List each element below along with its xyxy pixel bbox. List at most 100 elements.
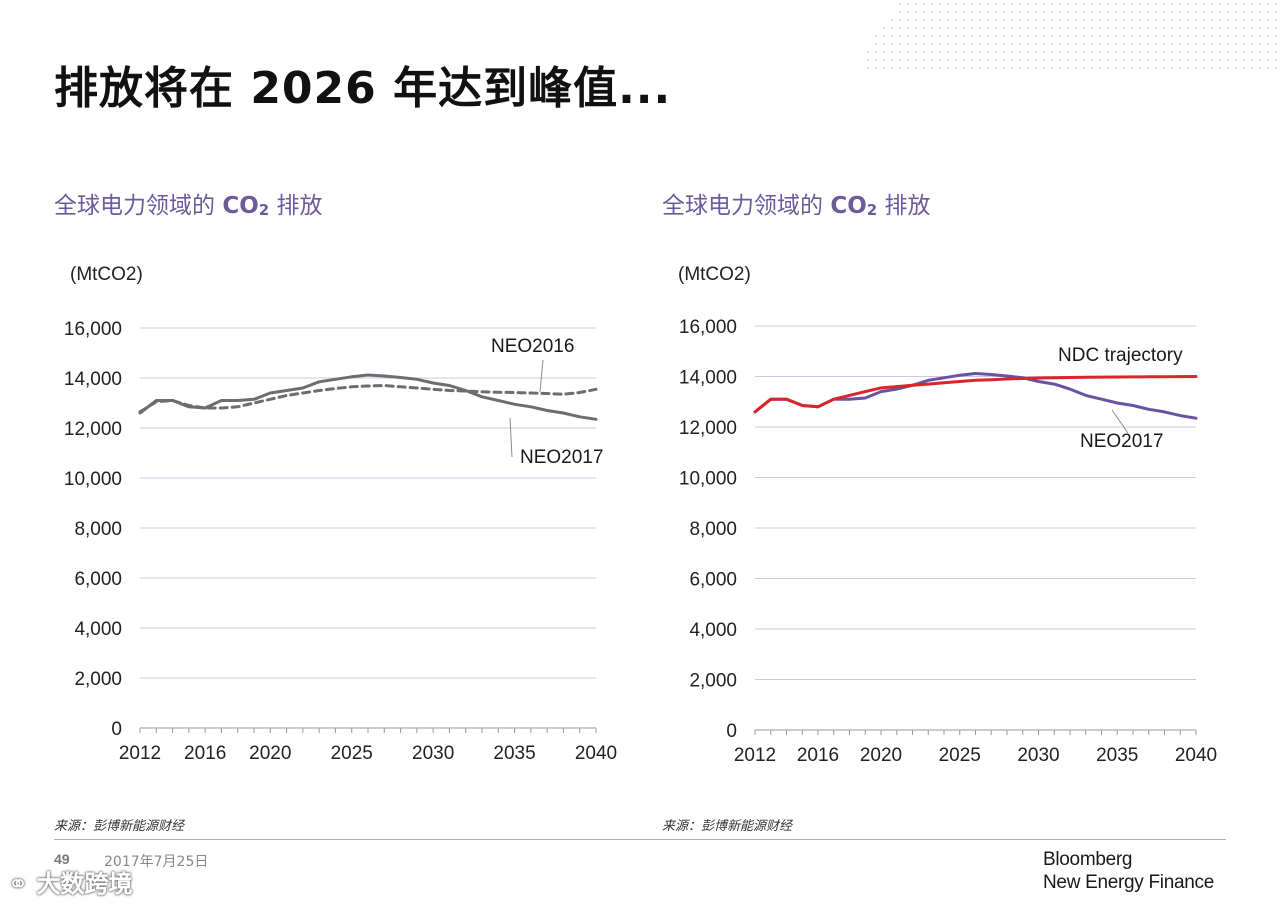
decor-dot [979,19,981,21]
y-tick-label: 8,000 [74,519,122,540]
decor-dot [883,59,885,61]
y-tick-label: 4,000 [74,619,122,640]
decor-dot [1251,11,1253,13]
decor-dot [1027,35,1029,37]
decor-dot [891,43,893,45]
y-tick-label: 14,000 [64,369,122,390]
decor-dot [1051,59,1053,61]
decor-dot [1251,43,1253,45]
decor-dot [1083,43,1085,45]
decor-dot [1235,51,1237,53]
decor-dot [1083,19,1085,21]
decor-dot [1019,3,1021,5]
decor-dot [1275,11,1277,13]
decor-dot [1163,11,1165,13]
left-chart-title: 全球电力领域的 CO2 排放 [54,193,323,219]
decor-dot [1163,35,1165,37]
decor-dot [915,3,917,5]
decor-dot [963,67,965,69]
decor-dot [1123,35,1125,37]
decor-dot [1075,43,1077,45]
decor-dot [1035,27,1037,29]
decor-dot [1003,3,1005,5]
decor-dot [1211,43,1213,45]
decor-dot [1267,3,1269,5]
decor-dot [1059,59,1061,61]
decor-dot [987,43,989,45]
decor-dot [1123,11,1125,13]
decor-dot [1043,67,1045,69]
decor-dot [1115,59,1117,61]
decor-dot [963,27,965,29]
decor-dot [947,67,949,69]
decor-dot [1123,67,1125,69]
decor-dot [1187,51,1189,53]
decor-dot [1195,27,1197,29]
decor-dot [1155,59,1157,61]
decor-dot [995,67,997,69]
decor-dot [987,35,989,37]
decor-dot [907,19,909,21]
decor-dot [891,51,893,53]
decor-dot [1003,19,1005,21]
decor-dot [1259,3,1261,5]
decor-dot [1011,67,1013,69]
decor-dot [1195,67,1197,69]
decor-dot [1243,43,1245,45]
decor-dot [1147,35,1149,37]
decor-dot [1123,43,1125,45]
decor-dot [1067,59,1069,61]
decor-dot [1067,3,1069,5]
decor-dot [1059,27,1061,29]
decor-dot [1259,19,1261,21]
decor-dot [1187,59,1189,61]
series-label-neo2017: NEO2017 [1080,431,1163,452]
decor-dot [1123,51,1125,53]
decor-dot [1251,27,1253,29]
decor-dot [1251,35,1253,37]
decor-dot [1003,11,1005,13]
decor-dot [971,35,973,37]
decor-dot [1155,27,1157,29]
decor-dot [1115,27,1117,29]
decor-dot [1075,11,1077,13]
decor-dot [1139,35,1141,37]
decor-dot [1115,19,1117,21]
decor-dot [1083,67,1085,69]
decor-dot [923,27,925,29]
decor-dot [1243,3,1245,5]
x-tick-label: 2030 [412,743,454,764]
decor-dot [947,11,949,13]
decor-dot [1195,51,1197,53]
decor-dot [1267,51,1269,53]
decor-dot [1051,11,1053,13]
decor-dot [1195,19,1197,21]
decor-dot [1075,59,1077,61]
decor-dot [1043,19,1045,21]
decor-dot [1115,67,1117,69]
decor-dot [883,43,885,45]
decor-dot [1147,59,1149,61]
decor-dot [1147,3,1149,5]
decor-dot [1211,35,1213,37]
decor-dot [1155,43,1157,45]
decor-dot [915,59,917,61]
decor-dot [1227,35,1229,37]
decor-dot [931,67,933,69]
decor-dot [1203,67,1205,69]
decor-dot [1259,51,1261,53]
decor-dot [939,67,941,69]
decor-dot [963,51,965,53]
decor-dot [1187,35,1189,37]
decor-dot [931,3,933,5]
decor-dot [923,35,925,37]
right-emissions-chart: (MtCO2) 0 2,000 4,000 6,000 8,000 10,000 12,000… [678,264,1217,766]
watermark-logo-icon: ⚭ [8,870,37,898]
decor-dot [915,43,917,45]
decor-dot [955,3,957,5]
decor-dot [1075,67,1077,69]
decor-dot [1235,11,1237,13]
decor-dot [1171,19,1173,21]
decor-dot [931,51,933,53]
decor-dot [1019,11,1021,13]
